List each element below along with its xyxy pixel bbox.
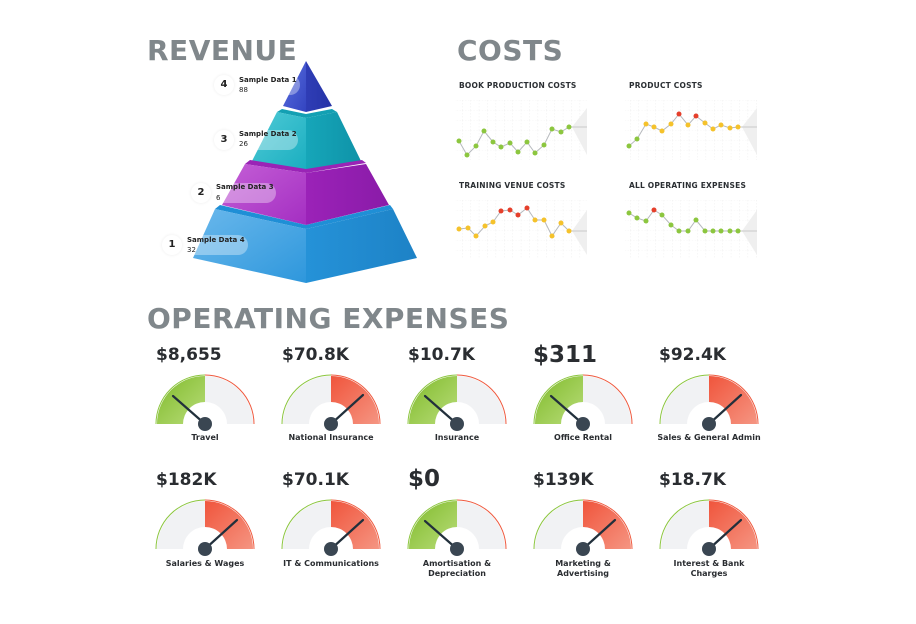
pyramid-label-name: Sample Data 1 <box>239 76 297 84</box>
pyramid-label-name: Sample Data 3 <box>216 183 274 191</box>
pyramid-rank-badge: 3 <box>214 130 234 150</box>
gauge-value: $311 <box>533 342 598 368</box>
gauge-value: $70.1K <box>282 470 349 490</box>
gauge-it-communications <box>280 498 382 558</box>
pyramid-rank-badge: 2 <box>191 183 211 203</box>
revenue-title: REVENUE <box>147 34 298 67</box>
gauge-label: Office Rental <box>554 433 612 442</box>
chart-all-operating-expenses <box>625 200 757 258</box>
pyramid-level-1 <box>193 205 417 283</box>
pyramid-label-name: Sample Data 2 <box>239 130 297 138</box>
gauge-marketing-advertising <box>532 498 634 558</box>
gauge-value: $182K <box>156 470 217 490</box>
pyramid-label-value: 32 <box>187 246 196 254</box>
gauge-value: $18.7K <box>659 470 726 490</box>
gauge-label: Interest & Bank Charges <box>673 559 745 578</box>
pyramid-level-4 <box>283 61 332 112</box>
gauge-label: Amortisation & Depreciation <box>422 559 492 578</box>
pyramid-rank-badge: 4 <box>214 75 234 95</box>
gauge-salaries-wages <box>154 498 256 558</box>
gauge-label: Sales & General Admin <box>657 433 761 442</box>
gauge-label: Marketing & Advertising <box>555 559 611 578</box>
gauge-interest-bank-charges <box>658 498 760 558</box>
gauge-value: $92.4K <box>659 345 726 365</box>
gauge-office-rental <box>532 373 634 433</box>
gauge-label: IT & Communications <box>283 559 379 568</box>
gauge-label: National Insurance <box>288 433 374 442</box>
operating-expenses-title: OPERATING EXPENSES <box>147 302 510 335</box>
gauge-insurance <box>406 373 508 433</box>
gauge-value: $70.8K <box>282 345 349 365</box>
chart-title-book-production: BOOK PRODUCTION COSTS <box>459 81 577 90</box>
gauge-travel <box>154 373 256 433</box>
gauge-sales-general-admin <box>658 373 760 433</box>
chart-book-production <box>455 100 587 160</box>
gauge-amortisation-depreciation <box>406 498 508 558</box>
chart-title-training-venue: TRAINING VENUE COSTS <box>459 181 566 190</box>
pyramid-level-2 <box>222 160 389 225</box>
gauge-value: $139K <box>533 470 594 490</box>
pyramid-label-value: 26 <box>239 140 248 148</box>
gauge-label: Insurance <box>434 433 480 442</box>
chart-title-all-operating: ALL OPERATING EXPENSES <box>629 181 747 190</box>
pyramid-label-value: 6 <box>216 194 221 202</box>
chart-training-venue <box>455 200 587 258</box>
gauge-value: $0 <box>408 466 441 492</box>
pyramid-rank-badge: 1 <box>162 235 182 255</box>
gauge-national-insurance <box>280 373 382 433</box>
gauge-label: Salaries & Wages <box>165 559 245 568</box>
pyramid-label-value: 88 <box>239 86 248 94</box>
pyramid-level-3 <box>252 109 361 170</box>
gauge-value: $10.7K <box>408 345 475 365</box>
chart-product-costs <box>625 100 757 160</box>
gauge-value: $8,655 <box>156 345 222 365</box>
chart-title-product-costs: PRODUCT COSTS <box>629 81 703 90</box>
pyramid-label-name: Sample Data 4 <box>187 236 245 244</box>
costs-title: COSTS <box>457 34 564 67</box>
gauge-label: Travel <box>191 433 219 442</box>
